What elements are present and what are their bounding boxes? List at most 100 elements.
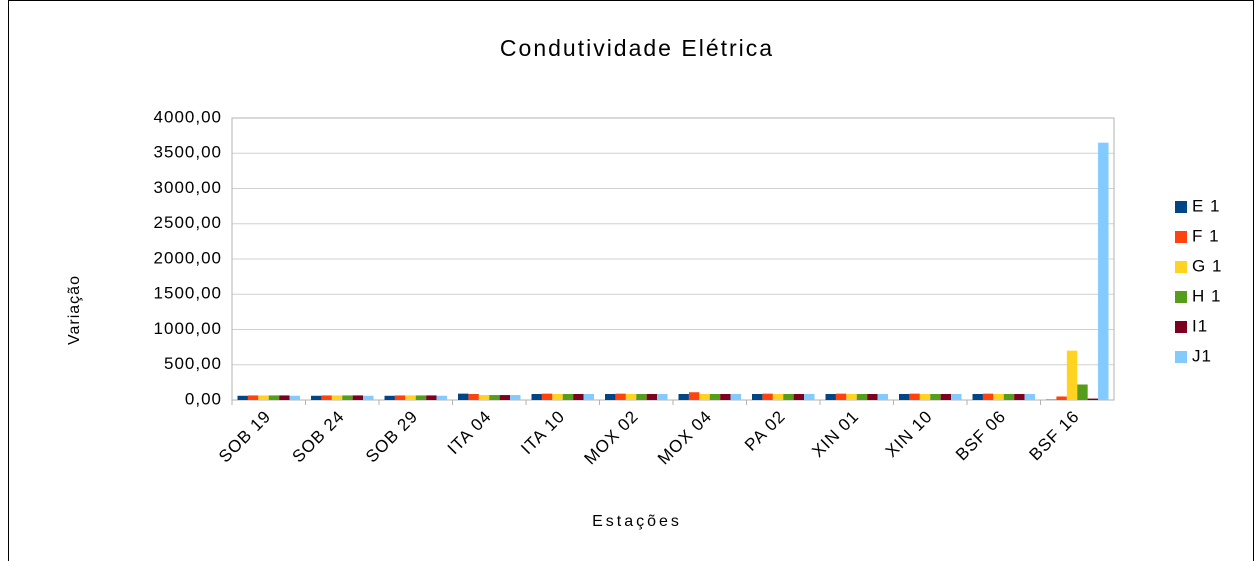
bar <box>678 394 689 400</box>
bar <box>982 393 994 400</box>
bar <box>835 393 847 400</box>
bar <box>247 395 259 400</box>
x-tick-label: MOX 02 <box>580 407 642 469</box>
bar <box>646 394 658 400</box>
bar <box>972 394 983 400</box>
bar <box>489 395 500 400</box>
bar <box>268 395 280 400</box>
legend-label: F 1 <box>1192 226 1220 245</box>
bar <box>605 394 616 400</box>
bar <box>279 395 290 400</box>
bar <box>531 394 542 400</box>
bar <box>1003 394 1015 400</box>
legend-swatch <box>1175 261 1187 273</box>
y-tick-label: 0,00 <box>185 389 222 408</box>
x-tick-label: ITA 10 <box>517 407 569 459</box>
legend-label: G 1 <box>1192 256 1222 275</box>
bar <box>562 394 574 400</box>
bar <box>1098 142 1109 401</box>
bar <box>772 394 784 400</box>
bar <box>1077 384 1088 400</box>
bar <box>573 394 584 400</box>
y-axis-title: Variação <box>66 275 83 345</box>
x-tick-label: MOX 04 <box>654 407 716 469</box>
bar <box>394 395 406 400</box>
bar <box>583 394 594 400</box>
y-tick-label: 500,00 <box>164 354 222 373</box>
bar <box>237 395 248 400</box>
legend-label: I1 <box>1192 316 1208 335</box>
bar <box>405 395 416 400</box>
legend-label: H 1 <box>1192 286 1221 305</box>
x-tick-label: SOB 19 <box>215 407 275 467</box>
bar <box>384 395 395 400</box>
bar <box>709 394 721 400</box>
bar <box>899 394 910 400</box>
bar <box>688 392 700 400</box>
bar <box>856 394 868 400</box>
bar <box>793 394 805 400</box>
bar <box>510 395 521 400</box>
bar <box>636 394 647 400</box>
bar <box>951 394 962 400</box>
bar <box>342 395 353 400</box>
legend-swatch <box>1175 201 1187 213</box>
bar <box>1014 394 1025 400</box>
bar <box>877 394 888 400</box>
bar <box>730 394 741 400</box>
x-tick-label: SOB 29 <box>362 407 422 467</box>
bar <box>783 394 794 400</box>
x-tick-label: BSF 16 <box>1025 407 1083 465</box>
x-tick-label: XIN 10 <box>882 407 936 461</box>
y-tick-label: 4000,00 <box>154 107 222 126</box>
legend-swatch <box>1175 291 1187 303</box>
x-tick-label: PA 02 <box>741 407 789 455</box>
y-tick-label: 1500,00 <box>154 284 222 303</box>
bar <box>762 393 773 400</box>
bar <box>846 394 857 400</box>
y-tick-label: 3000,00 <box>154 178 222 197</box>
bar <box>930 394 941 400</box>
bar <box>311 395 322 400</box>
y-tick-label: 2500,00 <box>154 213 222 232</box>
bar <box>321 395 332 400</box>
bar <box>415 395 427 400</box>
x-tick-label: XIN 01 <box>808 407 862 461</box>
bar <box>615 393 626 400</box>
bar <box>1087 398 1099 400</box>
bar <box>436 395 447 400</box>
bar <box>426 395 437 400</box>
bar <box>478 395 490 400</box>
bar <box>825 394 836 400</box>
bar <box>363 395 374 400</box>
bar <box>940 394 952 400</box>
bar <box>657 394 668 400</box>
bar <box>258 395 269 400</box>
bar <box>804 394 815 400</box>
bar <box>541 393 553 400</box>
bar <box>919 394 931 400</box>
bar <box>468 394 479 400</box>
bar <box>625 394 637 400</box>
x-axis-title: Estações <box>592 513 682 530</box>
bar <box>499 395 511 400</box>
bar <box>1024 394 1035 400</box>
bar <box>720 394 731 400</box>
chart-title: Condutividade Elétrica <box>500 35 774 61</box>
bar <box>352 395 364 400</box>
bar <box>458 393 469 400</box>
bar <box>993 394 1004 400</box>
bar <box>289 395 300 400</box>
bar <box>331 395 343 400</box>
legend-swatch <box>1175 231 1187 243</box>
x-tick-label: BSF 06 <box>952 407 1010 465</box>
legend-swatch <box>1175 321 1187 333</box>
bar <box>552 394 563 400</box>
bar <box>867 394 878 400</box>
x-tick-label: ITA 04 <box>444 407 496 459</box>
y-tick-label: 1000,00 <box>154 319 222 338</box>
bar <box>1066 350 1078 400</box>
bar <box>1056 396 1067 400</box>
bar <box>752 394 763 400</box>
